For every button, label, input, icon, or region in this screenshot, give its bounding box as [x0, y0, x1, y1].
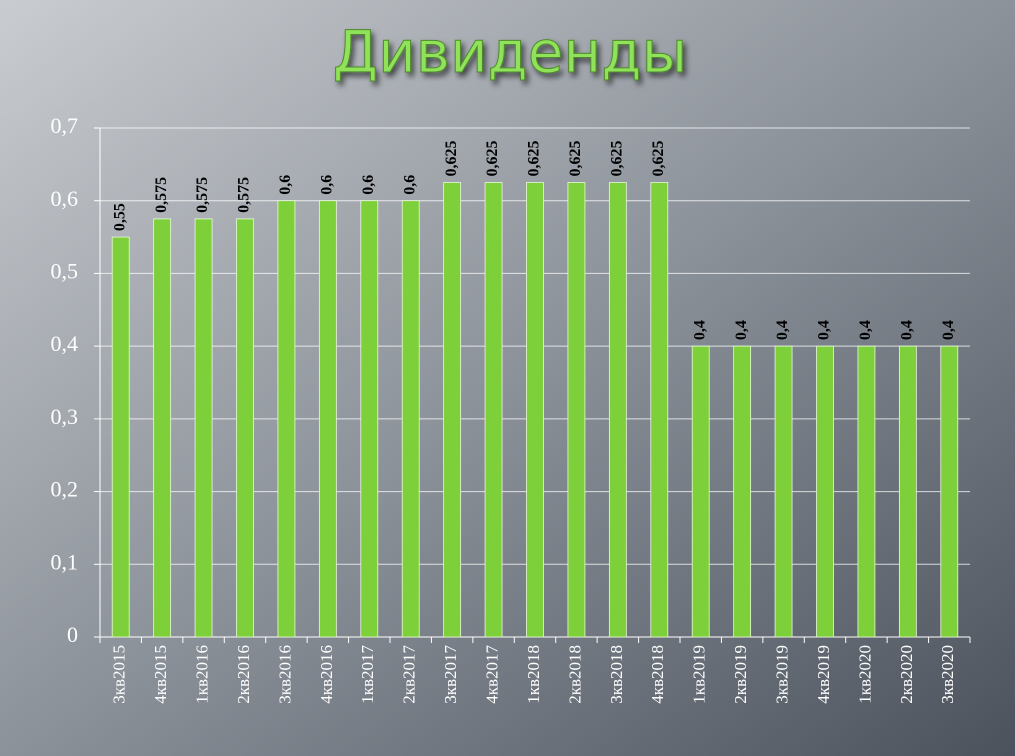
- bar: [816, 345, 834, 638]
- value-label: 0,575: [194, 177, 211, 213]
- value-label: 0,575: [236, 177, 253, 213]
- x-tick-label: 3кв2018: [607, 645, 626, 704]
- x-tick-label: 3кв2015: [110, 645, 129, 704]
- bar: [360, 200, 379, 638]
- value-label: 0,55: [111, 203, 128, 231]
- x-tick-label: 4кв2018: [648, 645, 667, 704]
- value-label: 0,6: [319, 175, 336, 195]
- x-tick-label: 2кв2020: [897, 645, 916, 704]
- value-label: 0,6: [277, 175, 294, 195]
- bar: [940, 345, 959, 638]
- value-label: 0,625: [526, 141, 543, 177]
- x-tick-label: 1кв2017: [358, 645, 377, 704]
- value-label: 0,625: [650, 141, 667, 177]
- bar: [733, 345, 752, 638]
- value-label: 0,4: [733, 320, 750, 340]
- bar: [111, 236, 130, 638]
- x-tick-label: 1кв2020: [855, 645, 874, 704]
- y-tick-label: 0,1: [51, 549, 79, 574]
- value-label: 0,4: [816, 320, 833, 340]
- bar: [691, 345, 710, 638]
- chart-title: Дивиденды: [333, 18, 688, 86]
- bar: [898, 345, 917, 638]
- bar: [857, 345, 876, 638]
- value-label: 0,625: [443, 141, 460, 177]
- x-tick-label: 3кв2016: [275, 645, 294, 704]
- y-tick-label: 0,5: [51, 258, 79, 283]
- value-label: 0,625: [609, 141, 626, 177]
- bar: [526, 182, 544, 638]
- x-tick-label: 2кв2017: [400, 645, 419, 704]
- bar: [774, 345, 793, 638]
- bar: [443, 182, 462, 638]
- y-tick-label: 0,4: [51, 331, 79, 356]
- bar: [401, 200, 420, 638]
- value-label: 0,4: [940, 320, 957, 340]
- bar: [236, 218, 254, 638]
- value-label: 0,4: [899, 320, 916, 340]
- x-tick-label: 1кв2019: [690, 645, 709, 704]
- y-tick-label: 0,7: [51, 113, 79, 138]
- x-tick-label: 4кв2019: [814, 645, 833, 704]
- x-tick-label: 3кв2019: [772, 645, 791, 704]
- x-tick-label: 4кв2017: [482, 645, 501, 704]
- value-label: 0,6: [360, 175, 377, 195]
- x-tick-label: 2кв2019: [731, 645, 750, 704]
- bar: [484, 182, 503, 638]
- x-tick-label: 1кв2016: [192, 645, 211, 704]
- bar: [567, 182, 586, 638]
- x-tick-label: 2кв2018: [565, 645, 584, 704]
- y-tick-label: 0,6: [51, 186, 79, 211]
- value-label: 0,625: [484, 141, 501, 177]
- value-label: 0,4: [857, 320, 874, 340]
- bar: [153, 218, 172, 638]
- bar: [650, 182, 669, 638]
- bar: [318, 200, 337, 638]
- x-tick-label: 4кв2015: [151, 645, 170, 704]
- y-tick-label: 0,2: [51, 477, 79, 502]
- y-tick-label: 0: [67, 622, 78, 647]
- x-tick-label: 4кв2016: [317, 645, 336, 704]
- value-label: 0,6: [401, 175, 418, 195]
- x-tick-label: 1кв2018: [524, 645, 543, 704]
- x-tick-label: 2кв2016: [234, 645, 253, 704]
- bar: [194, 218, 213, 638]
- bar: [608, 182, 627, 638]
- x-tick-label: 3кв2017: [441, 645, 460, 704]
- value-label: 0,625: [567, 141, 584, 177]
- value-label: 0,575: [153, 177, 170, 213]
- value-label: 0,4: [774, 320, 791, 340]
- value-label: 0,4: [691, 320, 708, 340]
- bar: [277, 200, 296, 638]
- x-tick-label: 3кв2020: [938, 645, 957, 704]
- y-tick-label: 0,3: [51, 404, 79, 429]
